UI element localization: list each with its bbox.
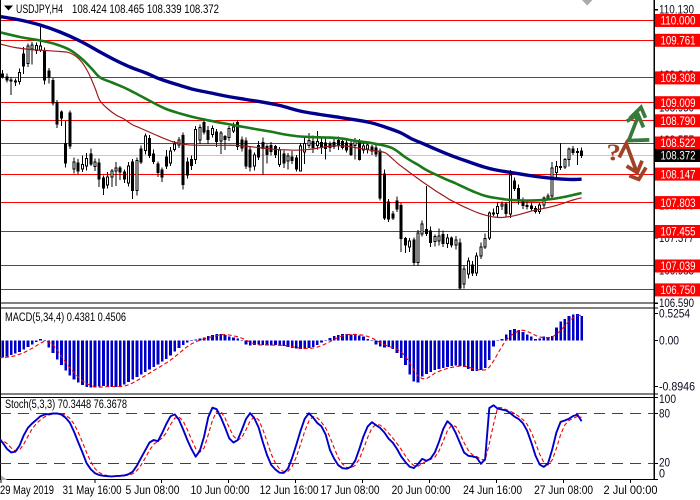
svg-text:108.147: 108.147 [661, 169, 696, 181]
svg-text:24 Jun 16:00: 24 Jun 16:00 [463, 485, 522, 497]
svg-text:110.130: 110.130 [659, 5, 694, 17]
svg-text:109.761: 109.761 [661, 36, 696, 48]
svg-text:0: 0 [659, 469, 665, 481]
svg-text:20: 20 [659, 457, 670, 469]
svg-text:-0.8946: -0.8946 [659, 381, 695, 393]
svg-text:106.590: 106.590 [659, 298, 694, 310]
svg-text:109.308: 109.308 [661, 73, 696, 85]
svg-text:80: 80 [659, 409, 670, 421]
svg-text:27 Jun 08:00: 27 Jun 08:00 [534, 485, 593, 497]
svg-text:109.009: 109.009 [661, 98, 696, 110]
svg-text:Stoch(5,3,3) 70.3448 76.3678: Stoch(5,3,3) 70.3448 76.3678 [5, 399, 127, 411]
svg-text:MACD(5,34,4) 0.4381 0.4506: MACD(5,34,4) 0.4381 0.4506 [5, 312, 126, 324]
svg-text:107.455: 107.455 [661, 227, 696, 239]
svg-text:108.522: 108.522 [661, 138, 696, 150]
svg-text:2 Jul 00:00: 2 Jul 00:00 [604, 485, 658, 497]
svg-text:0.00: 0.00 [659, 335, 679, 347]
svg-text:12 Jun 16:00: 12 Jun 16:00 [260, 485, 319, 497]
svg-text:106.750: 106.750 [661, 285, 696, 297]
svg-text:110.000: 110.000 [661, 16, 696, 28]
svg-text:108.372: 108.372 [661, 151, 696, 163]
svg-text:?: ? [607, 141, 622, 167]
svg-text:29 May 2019: 29 May 2019 [0, 485, 54, 497]
svg-text:107.039: 107.039 [661, 261, 696, 273]
svg-text:0.5254: 0.5254 [659, 308, 691, 320]
svg-text:USDJPY,H4: USDJPY,H4 [16, 4, 63, 16]
svg-text:20 Jun 00:00: 20 Jun 00:00 [392, 485, 451, 497]
svg-text:100: 100 [659, 394, 676, 406]
svg-text:108.790: 108.790 [661, 116, 696, 128]
svg-text:31 May 16:00: 31 May 16:00 [63, 485, 122, 497]
svg-text:17 Jun 08:00: 17 Jun 08:00 [321, 485, 380, 497]
svg-text:10 Jun 00:00: 10 Jun 00:00 [191, 485, 250, 497]
svg-text:107.803: 107.803 [661, 198, 696, 210]
svg-text:108.424 108.465 108.339 108.37: 108.424 108.465 108.339 108.372 [72, 4, 219, 16]
svg-text:5 Jun 08:00: 5 Jun 08:00 [126, 485, 180, 497]
